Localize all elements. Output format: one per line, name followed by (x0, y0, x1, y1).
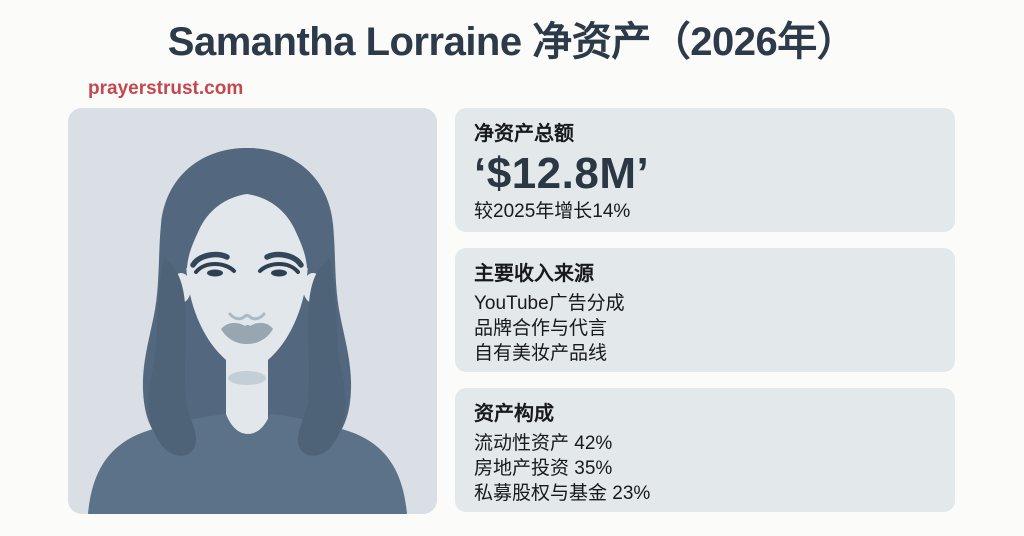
asset-composition-card: 资产构成 流动性资产 42% 房地产投资 35% 私募股权与基金 23% (455, 388, 955, 512)
asset-composition-item: 流动性资产 42% (474, 433, 613, 454)
page-title: Samantha Lorraine 净资产（2026年） (167, 20, 857, 64)
income-source-item: YouTube广告分成 (474, 293, 625, 314)
income-sources-card: 主要收入来源 YouTube广告分成 品牌合作与代言 自有美妆产品线 (455, 248, 955, 372)
watermark: prayerstrust.com (88, 78, 244, 99)
asset-composition-item: 私募股权与基金 23% (474, 483, 651, 504)
woman-portrait-illustration (68, 108, 437, 514)
net-worth-card: 净资产总额 ‘$12.8M’ 较2025年增长14% (455, 108, 955, 232)
card-title: 主要收入来源 (474, 263, 594, 285)
card-title: 净资产总额 (474, 123, 574, 145)
asset-composition-item: 房地产投资 35% (474, 458, 613, 479)
info-cards: 净资产总额 ‘$12.8M’ 较2025年增长14% 主要收入来源 YouTub… (455, 108, 955, 512)
income-source-item: 品牌合作与代言 (474, 318, 608, 339)
card-title: 资产构成 (474, 403, 554, 425)
net-worth-value: ‘$12.8M’ (474, 149, 650, 198)
portrait-card (68, 108, 437, 514)
income-source-item: 自有美妆产品线 (474, 343, 608, 364)
net-worth-growth-note: 较2025年增长14% (474, 201, 631, 222)
